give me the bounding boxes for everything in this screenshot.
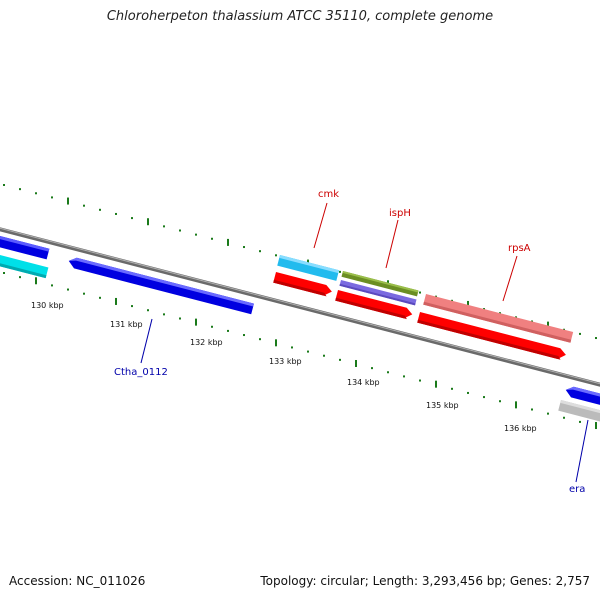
accession-text: Accession: NC_011026 (9, 574, 146, 588)
gene-label-rpsA: rpsA (508, 243, 531, 254)
outer-tick-minor (131, 217, 133, 220)
outer-tick-minor (339, 270, 341, 273)
tick-label-136: 136 kbp (504, 424, 537, 433)
gene-label-ctha-0112: Ctha_0112 (114, 367, 168, 378)
inner-tick-minor (243, 334, 245, 337)
tick-label-130: 130 kbp (31, 301, 64, 310)
era-label-line (575, 419, 589, 483)
inner-tick-minor (387, 371, 389, 374)
inner-tick-minor (179, 317, 181, 320)
inner-tick-minor (579, 420, 581, 423)
gene-era[interactable] (564, 385, 600, 411)
outer-tick-minor (35, 192, 37, 195)
tick-label-133: 133 kbp (269, 357, 302, 366)
inner-tick-minor (451, 387, 453, 390)
outer-tick-minor (179, 229, 181, 232)
inner-tick-minor (99, 296, 101, 299)
gene-red-1[interactable] (273, 272, 333, 297)
inner-tick-major (435, 380, 437, 388)
outer-tick-minor (211, 237, 213, 240)
gene-left-cyan[interactable] (0, 252, 49, 279)
inner-tick-minor (67, 288, 69, 291)
outer-tick-minor (259, 250, 261, 253)
inner-tick-minor (291, 346, 293, 349)
inner-tick-minor (419, 379, 421, 382)
inner-tick-row (3, 272, 597, 430)
tick-label-132: 132 kbp (190, 338, 223, 347)
ctha-label-line (140, 318, 153, 364)
genome-backbone-highlight (0, 227, 600, 385)
outer-tick-minor (51, 196, 53, 199)
rpsA-label-line (502, 255, 518, 302)
tick-label-134: 134 kbp (347, 378, 380, 387)
outer-tick-major (467, 300, 469, 308)
outer-tick-minor (243, 246, 245, 249)
inner-tick-minor (563, 416, 565, 419)
inner-tick-minor (323, 354, 325, 357)
inner-tick-minor (147, 309, 149, 312)
ispH-label-line (385, 219, 399, 269)
gene-label-era: era (569, 484, 585, 495)
outer-tick-major (227, 238, 229, 246)
inner-tick-major (35, 277, 37, 285)
genome-backbone (0, 227, 600, 387)
gene-red-3[interactable] (417, 312, 567, 361)
inner-tick-major (275, 339, 277, 347)
cmk-label-line (313, 202, 328, 249)
gene-ctha-0112[interactable] (67, 256, 254, 315)
gene-grey[interactable] (558, 400, 600, 426)
inner-tick-minor (499, 400, 501, 403)
gene-label-ispH: ispH (389, 208, 411, 219)
inner-tick-major (595, 422, 597, 430)
gene-label-cmk: cmk (318, 189, 339, 200)
outer-tick-minor (275, 254, 277, 257)
inner-tick-minor (403, 375, 405, 378)
inner-tick-minor (131, 305, 133, 308)
gene-cmk[interactable] (277, 255, 340, 281)
outer-tick-minor (195, 233, 197, 236)
outer-tick-minor (419, 291, 421, 294)
outer-tick-major (147, 218, 149, 226)
inner-tick-minor (259, 338, 261, 341)
tick-label-131: 131 kbp (110, 320, 143, 329)
outer-tick-minor (115, 212, 117, 215)
inner-tick-minor (211, 325, 213, 328)
inner-tick-minor (371, 367, 373, 370)
gene-ispH[interactable] (341, 271, 419, 297)
outer-tick-minor (163, 225, 165, 228)
outer-tick-minor (99, 208, 101, 211)
inner-tick-minor (19, 276, 21, 279)
outer-tick-minor (19, 188, 21, 191)
inner-tick-major (515, 401, 517, 409)
inner-tick-minor (483, 396, 485, 399)
inner-tick-minor (3, 272, 5, 274)
gene-left-blue[interactable] (0, 233, 50, 260)
inner-tick-minor (83, 292, 85, 295)
tick-label-135: 135 kbp (426, 401, 459, 410)
gene-slate[interactable] (339, 280, 417, 306)
outer-tick-minor (83, 204, 85, 207)
inner-tick-major (115, 297, 117, 305)
inner-tick-minor (163, 313, 165, 316)
inner-tick-minor (307, 350, 309, 353)
gene-red-2[interactable] (335, 290, 413, 320)
outer-tick-minor (3, 184, 5, 186)
inner-tick-minor (467, 391, 469, 394)
inner-tick-minor (547, 412, 549, 415)
gene-rpsA[interactable] (423, 294, 574, 343)
inner-tick-major (355, 359, 357, 367)
genome-title: Chloroherpeton thalassium ATCC 35110, co… (106, 9, 494, 24)
outer-tick-major (67, 197, 69, 205)
genome-summary-text: Topology: circular; Length: 3,293,456 bp… (260, 574, 590, 588)
inner-tick-minor (339, 358, 341, 361)
inner-tick-major (195, 318, 197, 326)
inner-tick-minor (227, 329, 229, 332)
inner-tick-minor (51, 284, 53, 287)
inner-tick-minor (531, 408, 533, 411)
outer-tick-major (547, 321, 549, 329)
outer-tick-minor (579, 332, 581, 335)
outer-tick-minor (595, 337, 597, 340)
